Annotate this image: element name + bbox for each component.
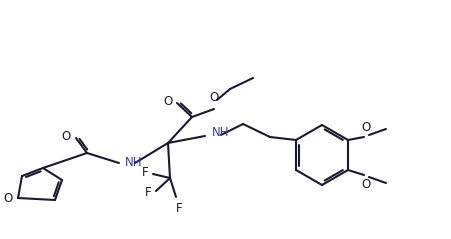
Text: O: O — [4, 191, 13, 205]
Text: F: F — [145, 186, 152, 200]
Text: O: O — [62, 130, 71, 142]
Text: F: F — [175, 202, 182, 215]
Text: NH: NH — [125, 157, 142, 169]
Text: O: O — [209, 91, 218, 104]
Text: F: F — [142, 165, 149, 179]
Text: O: O — [360, 121, 370, 134]
Text: O: O — [360, 178, 370, 191]
Text: O: O — [163, 94, 173, 108]
Text: NH: NH — [212, 125, 229, 138]
